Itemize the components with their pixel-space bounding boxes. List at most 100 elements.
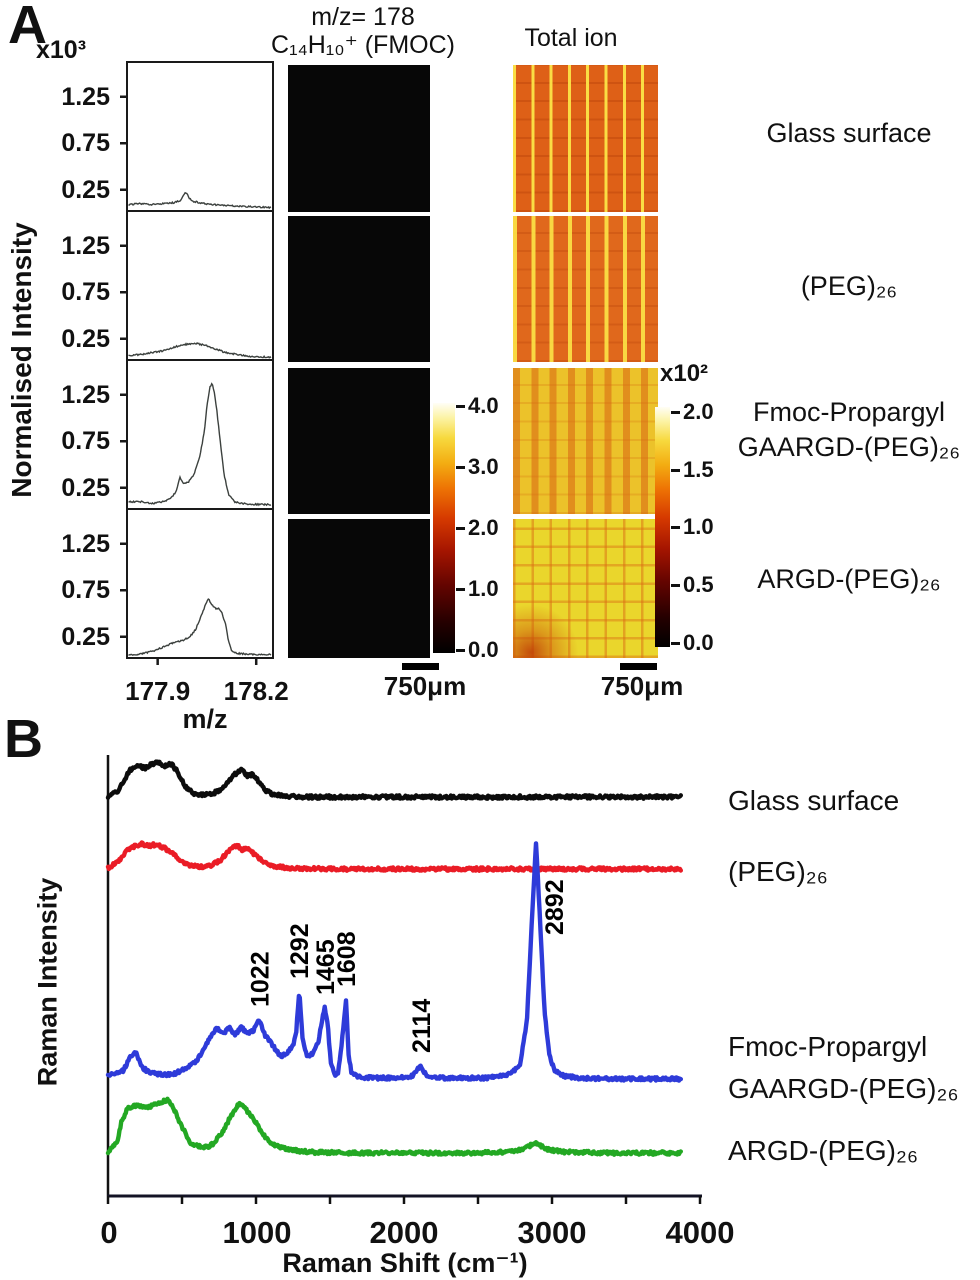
fmoc-ion-image	[288, 519, 430, 658]
trace-label: ARGD-(PEG)₂₆	[728, 1130, 980, 1172]
surface-label-line: Glass surface	[766, 118, 932, 148]
total-ion-image	[513, 216, 658, 362]
a-y-tick-label: 0.75	[61, 129, 110, 158]
colorbar-tick-mark	[456, 405, 465, 408]
a-y-axis-title: Normalised Intensity	[6, 222, 37, 498]
spectrum-frame	[126, 210, 274, 361]
colorbar-tick-label: 2.0	[683, 399, 714, 424]
colorbar-tick-mark	[456, 527, 465, 530]
b-x-tick-label: 0	[100, 1215, 118, 1250]
total-ion-image-column	[513, 0, 658, 700]
peak-annotation: 1022	[246, 951, 274, 1007]
colorbar-fmoc	[433, 403, 455, 653]
trace-label-line: Fmoc-Propargyl	[728, 1031, 928, 1062]
trace-label: (PEG)₂₆	[728, 851, 980, 893]
raman-trace	[105, 1096, 683, 1157]
total-ion-image	[513, 368, 658, 514]
peak-annotation: 1608	[333, 931, 361, 987]
fmoc-column-header-line1: m/z= 178	[311, 3, 415, 31]
colorbar-tick-label: 0.0	[468, 637, 499, 662]
trace-label: Fmoc-Propargyl GAARGD-(PEG)₂₆	[728, 1026, 980, 1110]
b-x-tick-label: 2000	[369, 1215, 439, 1250]
b-x-axis-title: Raman Shift (cm⁻¹)	[282, 1248, 528, 1278]
b-y-axis-title: Raman Intensity	[32, 877, 63, 1087]
scale-bar-total-ion-label: 750μm	[600, 671, 684, 701]
a-y-tick-label: 1.25	[61, 529, 110, 558]
b-x-tick-label: 4000	[665, 1215, 735, 1250]
colorbar-total-ion	[655, 407, 670, 647]
colorbar-tick-mark	[456, 466, 465, 469]
colorbar-tick-label: 2.0	[468, 515, 499, 540]
scale-bar-total-ion	[620, 663, 657, 670]
a-y-tick-label: 0.75	[61, 278, 110, 307]
fmoc-column-header-line2: C₁₄H₁₀⁺ (FMOC)	[271, 31, 455, 59]
trace-label-line: (PEG)₂₆	[728, 856, 828, 887]
colorbar-tick-label: 1.0	[468, 576, 499, 601]
surface-label-line: Fmoc-Propargyl	[752, 397, 946, 427]
colorbar-tick-label: 0.0	[683, 630, 714, 655]
mass-spectrum-trace	[128, 382, 272, 507]
a-y-tick-label: 0.75	[61, 576, 110, 605]
a-y-axis-multiplier: x10³	[36, 36, 87, 64]
mass-spectrum-trace	[128, 598, 272, 656]
trace-label-line: ARGD-(PEG)₂₆	[728, 1135, 919, 1166]
fmoc-ion-image	[288, 216, 430, 362]
mass-spectrum-trace	[128, 342, 272, 359]
spectrum-frame	[126, 508, 274, 659]
peak-annotation: 2892	[541, 879, 569, 935]
peak-annotation: 2114	[408, 999, 436, 1053]
surface-label: ARGD-(PEG)₂₆	[720, 562, 978, 597]
colorbar-tick-label: 3.0	[468, 454, 499, 479]
spectrum-frame	[126, 359, 274, 510]
colorbar-tick-mark	[456, 649, 465, 652]
trace-label-line: GAARGD-(PEG)₂₆	[728, 1073, 959, 1104]
a-y-tick-label: 0.75	[61, 427, 110, 456]
panel-a-label: A	[8, 0, 47, 55]
a-y-tick-label: 0.25	[61, 324, 110, 353]
fmoc-image-column	[288, 0, 430, 700]
surface-label-line: ARGD-(PEG)₂₆	[757, 564, 941, 594]
a-y-tick-label: 1.25	[61, 231, 110, 260]
colorbar-tick-mark	[456, 588, 465, 591]
a-x-tick-label: 177.9	[125, 676, 191, 706]
a-y-tick-label: 1.25	[61, 380, 110, 409]
colorbar-total-ion-multiplier: x10²	[660, 360, 709, 387]
colorbar-tick-mark	[671, 642, 680, 645]
surface-label: (PEG)₂₆	[720, 269, 978, 304]
colorbar-tick-mark	[671, 469, 680, 472]
colorbar-tick-label: 4.0	[468, 393, 499, 418]
a-y-tick-label: 0.25	[61, 175, 110, 204]
a-y-tick-label: 0.25	[61, 622, 110, 651]
fmoc-ion-image	[288, 65, 430, 212]
mass-spectra-plot	[120, 61, 274, 665]
colorbar-tick-mark	[671, 584, 680, 587]
surface-label-line: (PEG)₂₆	[800, 271, 898, 301]
mass-spectrum-trace	[128, 191, 272, 210]
raman-trace	[105, 759, 683, 801]
colorbar-tick-label: 1.5	[683, 457, 714, 482]
total-ion-column-header: Total ion	[524, 24, 618, 52]
scale-bar-fmoc	[402, 663, 439, 670]
peak-annotation: 1292	[286, 923, 314, 979]
raman-trace	[105, 841, 683, 1083]
colorbar-tick-label: 0.5	[683, 572, 714, 597]
total-ion-image	[513, 65, 658, 212]
b-x-tick-label: 1000	[222, 1215, 292, 1250]
fmoc-ion-image	[288, 368, 430, 514]
trace-label: Glass surface	[728, 780, 980, 822]
b-x-tick-label: 3000	[517, 1215, 587, 1250]
a-y-tick-label: 1.25	[61, 82, 110, 111]
colorbar-tick-label: 1.0	[683, 514, 714, 539]
panel-b-label: B	[4, 709, 43, 769]
a-x-tick-label: 178.2	[223, 676, 289, 706]
peak-annotation: 1465	[312, 939, 340, 995]
a-y-tick-label: 0.25	[61, 473, 110, 502]
trace-label-line: Glass surface	[728, 785, 900, 816]
surface-label-line: GAARGD-(PEG)₂₆	[737, 432, 961, 462]
a-x-axis-title: m/z	[182, 704, 228, 734]
colorbar-tick-mark	[671, 526, 680, 529]
spectrum-frame	[126, 61, 274, 212]
scale-bar-fmoc-label: 750μm	[383, 671, 467, 701]
